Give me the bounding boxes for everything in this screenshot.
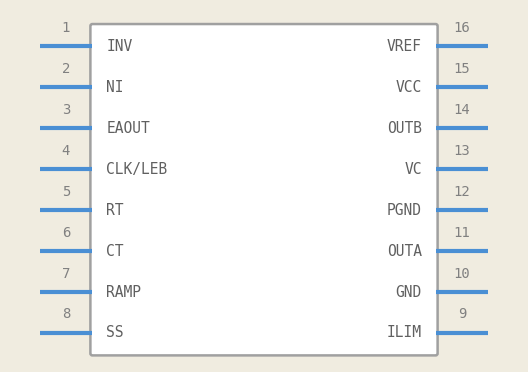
Text: EAOUT: EAOUT [106, 121, 150, 136]
FancyBboxPatch shape [90, 24, 438, 355]
Text: 5: 5 [62, 185, 70, 199]
Text: INV: INV [106, 39, 133, 54]
Text: 11: 11 [454, 226, 470, 240]
Text: 7: 7 [62, 267, 70, 280]
Text: 10: 10 [454, 267, 470, 280]
Text: RAMP: RAMP [106, 285, 141, 299]
Text: CT: CT [106, 244, 124, 259]
Text: 1: 1 [62, 21, 70, 35]
Text: 16: 16 [454, 21, 470, 35]
Text: 8: 8 [62, 308, 70, 321]
Text: ILIM: ILIM [387, 326, 422, 340]
Text: CLK/LEB: CLK/LEB [106, 162, 167, 177]
Text: 2: 2 [62, 62, 70, 76]
Text: VREF: VREF [387, 39, 422, 54]
Text: VC: VC [404, 162, 422, 177]
Text: 6: 6 [62, 226, 70, 240]
Text: PGND: PGND [387, 203, 422, 218]
Text: 14: 14 [454, 103, 470, 117]
Text: OUTB: OUTB [387, 121, 422, 136]
Text: OUTA: OUTA [387, 244, 422, 259]
Text: 9: 9 [458, 308, 466, 321]
Text: GND: GND [395, 285, 422, 299]
Text: 15: 15 [454, 62, 470, 76]
Text: 3: 3 [62, 103, 70, 117]
Text: 13: 13 [454, 144, 470, 158]
Text: 4: 4 [62, 144, 70, 158]
Text: VCC: VCC [395, 80, 422, 95]
Text: NI: NI [106, 80, 124, 95]
Text: RT: RT [106, 203, 124, 218]
Text: SS: SS [106, 326, 124, 340]
Text: 12: 12 [454, 185, 470, 199]
